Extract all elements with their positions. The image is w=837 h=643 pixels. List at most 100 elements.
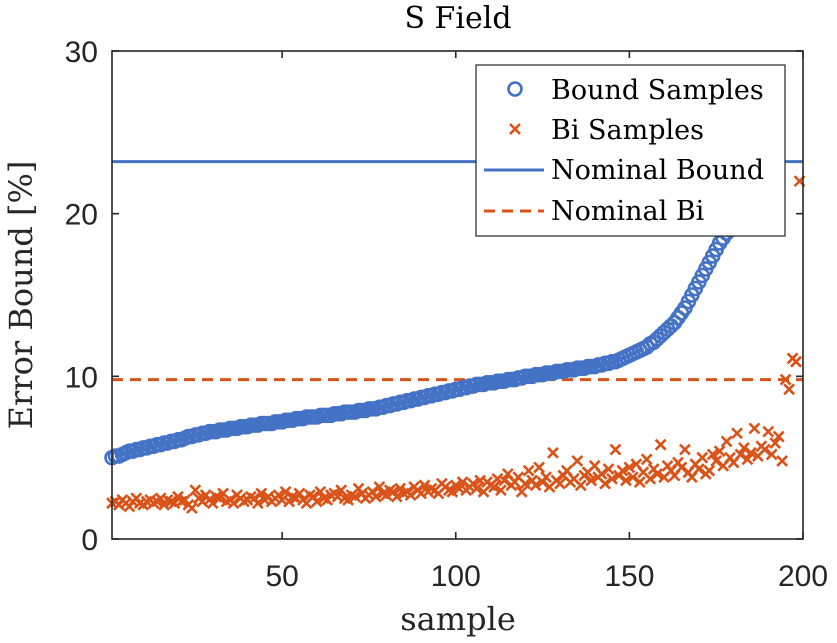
bi-sample-stroke xyxy=(772,430,785,443)
bi-sample-stroke xyxy=(623,461,636,474)
bi-sample-point xyxy=(470,482,483,495)
bi-sample-point xyxy=(227,497,240,510)
bi-sample-stroke xyxy=(630,458,643,471)
bi-sample-point xyxy=(488,481,500,493)
y-axis-label: Error Bound [%] xyxy=(2,161,40,430)
bi-sample-stroke xyxy=(286,490,299,503)
bi-sample-stroke xyxy=(210,490,223,503)
plot-area: 50 100 150 200 0 10 20 30 xyxy=(65,36,828,593)
bi-sample-point xyxy=(692,463,705,475)
bi-sample-stroke xyxy=(588,459,601,472)
bi-sample-stroke xyxy=(390,490,403,503)
x-tick-label: 150 xyxy=(604,560,654,593)
bi-sample-stroke xyxy=(567,472,580,485)
bi-sample-stroke xyxy=(574,479,587,492)
bi-sample-stroke xyxy=(425,482,438,495)
bi-sample-point xyxy=(609,443,622,456)
legend-marker-bound-samples xyxy=(507,81,523,97)
bi-sample-stroke xyxy=(602,463,615,475)
bi-sample-stroke xyxy=(675,461,688,474)
bi-sample-stroke xyxy=(338,492,351,505)
bi-sample-stroke xyxy=(696,451,709,464)
bi-sample-stroke xyxy=(738,441,750,454)
bi-sample-stroke xyxy=(335,484,348,497)
bi-sample-stroke xyxy=(418,479,431,492)
bound-samples-series xyxy=(104,70,784,466)
bi-sample-point xyxy=(335,484,348,497)
bi-sample-stroke xyxy=(404,489,417,501)
bi-sample-stroke xyxy=(369,490,382,503)
bi-sample-point xyxy=(255,487,268,500)
axes-box xyxy=(111,50,804,540)
bi-sample-point xyxy=(279,485,292,498)
bi-sample-point xyxy=(744,446,757,459)
bi-sample-point xyxy=(602,463,615,475)
bi-sample-point xyxy=(390,490,403,503)
bi-sample-point xyxy=(679,443,691,456)
bi-sample-point xyxy=(547,446,559,459)
bi-sample-point xyxy=(765,448,778,461)
bi-sample-stroke xyxy=(619,474,632,487)
bi-sample-point xyxy=(626,471,639,484)
bi-sample-point xyxy=(776,455,789,467)
bi-sample-stroke xyxy=(446,485,459,498)
bi-sample-point xyxy=(206,497,219,510)
legend-box xyxy=(475,64,786,237)
bi-sample-point xyxy=(703,464,716,477)
bi-sample-stroke xyxy=(304,489,316,501)
bi-sample-stroke xyxy=(547,446,559,459)
bi-sample-stroke xyxy=(765,448,778,461)
bi-sample-point xyxy=(498,474,511,487)
x-tick-label: 100 xyxy=(431,560,481,593)
bi-sample-stroke xyxy=(706,448,719,461)
bi-sample-stroke xyxy=(415,487,427,500)
bi-sample-stroke xyxy=(317,492,330,505)
bi-sample-point xyxy=(456,476,469,488)
bi-sample-stroke xyxy=(227,497,240,510)
bi-sample-stroke xyxy=(470,482,483,495)
bi-sample-stroke xyxy=(644,472,657,485)
bi-sample-stroke xyxy=(206,497,219,510)
bi-sample-stroke xyxy=(349,490,361,503)
bi-sample-point xyxy=(644,472,657,485)
bi-sample-point xyxy=(446,485,459,498)
bi-sample-point xyxy=(494,484,507,497)
bi-sample-stroke xyxy=(498,474,511,487)
bi-sample-stroke xyxy=(654,438,667,451)
y-tick-label: 0 xyxy=(81,524,98,557)
bi-sample-stroke xyxy=(512,471,525,484)
bi-sample-stroke xyxy=(456,476,469,488)
bi-sample-point xyxy=(529,479,542,492)
bi-sample-stroke xyxy=(501,468,514,480)
bi-sample-stroke xyxy=(748,422,761,435)
bi-sample-stroke xyxy=(533,461,546,474)
bi-sample-stroke xyxy=(734,448,747,461)
bi-sample-stroke xyxy=(540,471,552,484)
bi-sample-point xyxy=(779,373,792,386)
bi-sample-stroke xyxy=(776,455,789,467)
legend-label-nominal-bound: Nominal Bound xyxy=(551,155,764,186)
bi-sample-point xyxy=(633,476,646,488)
bi-sample-stroke xyxy=(790,355,802,368)
bi-sample-point xyxy=(369,490,382,503)
bi-sample-point xyxy=(599,477,611,490)
bi-sample-stroke xyxy=(741,453,754,466)
bi-sample-point xyxy=(748,422,761,435)
bi-sample-stroke xyxy=(651,468,664,480)
y-tick-label: 20 xyxy=(65,199,98,232)
bi-sample-stroke xyxy=(731,427,743,440)
x-axis-label: sample xyxy=(400,600,516,638)
bi-sample-stroke xyxy=(133,497,146,510)
legend: Bound Samples Bi Samples Nominal Bound N… xyxy=(475,64,786,237)
bi-sample-stroke xyxy=(529,479,542,492)
bi-sample-point xyxy=(606,472,618,485)
bi-sample-stroke xyxy=(609,443,622,456)
bi-sample-stroke xyxy=(571,455,584,467)
bi-sample-stroke xyxy=(779,373,792,386)
bi-sample-stroke xyxy=(599,477,611,490)
bi-sample-point xyxy=(675,461,688,474)
bi-sample-point xyxy=(790,355,802,368)
bi-sample-point xyxy=(404,489,417,501)
bi-sample-stroke xyxy=(168,497,181,510)
bi-sample-point xyxy=(519,477,532,490)
